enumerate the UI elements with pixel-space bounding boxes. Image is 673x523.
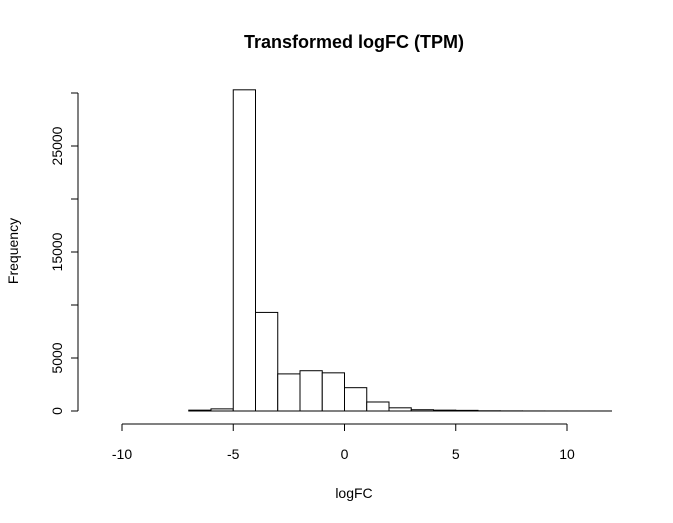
histogram-bar: [455, 409, 479, 412]
x-axis-title: logFC: [335, 485, 372, 501]
histogram-bar: [344, 387, 368, 412]
histogram-bar: [210, 408, 234, 412]
x-axis: -10 -5 0 5 10: [112, 423, 575, 462]
histogram-bar: [232, 89, 256, 412]
histogram-bar: [277, 373, 301, 412]
histogram-bar: [255, 311, 279, 412]
y-axis-title: Frequency: [5, 218, 21, 284]
x-tick-label: -5: [227, 446, 240, 462]
histogram-bar: [388, 407, 412, 412]
x-tick-label: -10: [112, 446, 132, 462]
histogram-bar: [410, 409, 434, 412]
x-tick-label: 10: [559, 446, 575, 462]
x-tick-label: 0: [341, 446, 349, 462]
histogram-bar: [321, 372, 345, 412]
histogram-bar: [188, 409, 212, 412]
y-tick-label: 0: [49, 407, 65, 415]
chart-title: Transformed logFC (TPM): [244, 32, 464, 52]
y-tick-label: 25000: [49, 126, 65, 165]
bars-layer: [188, 89, 612, 412]
y-tick-label: 5000: [49, 342, 65, 373]
histogram-bar: [366, 401, 390, 412]
y-tick-label: 15000: [49, 232, 65, 271]
histogram-bar: [299, 370, 323, 412]
histogram-bar: [433, 409, 457, 412]
y-axis: 0 5000 15000 25000: [49, 92, 79, 415]
x-tick-label: 5: [452, 446, 460, 462]
